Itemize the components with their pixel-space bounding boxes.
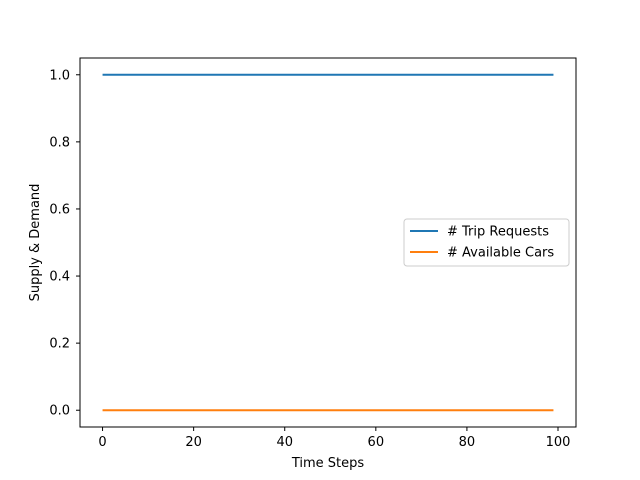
legend-box (403, 218, 570, 267)
y-axis-label: Supply & Demand (28, 184, 43, 302)
y-tick-label: 0.8 (49, 135, 70, 150)
x-tick-label: 40 (276, 435, 293, 450)
y-tick-label: 0.4 (49, 270, 70, 285)
y-tick-label: 0.2 (49, 337, 70, 352)
x-tick-label: 100 (546, 435, 571, 450)
x-axis-label: Time Steps (291, 456, 365, 471)
legend: # Trip Requests # Available Cars (403, 218, 570, 267)
axes-frame (79, 57, 577, 428)
x-tick-label: 60 (368, 435, 385, 450)
y-tick-label: 1.0 (49, 68, 70, 83)
legend-label-1: # Available Cars (447, 246, 554, 261)
x-tick-label: 20 (185, 435, 202, 450)
x-tick-label: 0 (98, 435, 106, 450)
legend-label-0: # Trip Requests (447, 225, 549, 240)
y-tick-label: 0.0 (49, 404, 70, 419)
x-tick-label: 80 (459, 435, 476, 450)
y-tick-label: 0.6 (49, 202, 70, 217)
